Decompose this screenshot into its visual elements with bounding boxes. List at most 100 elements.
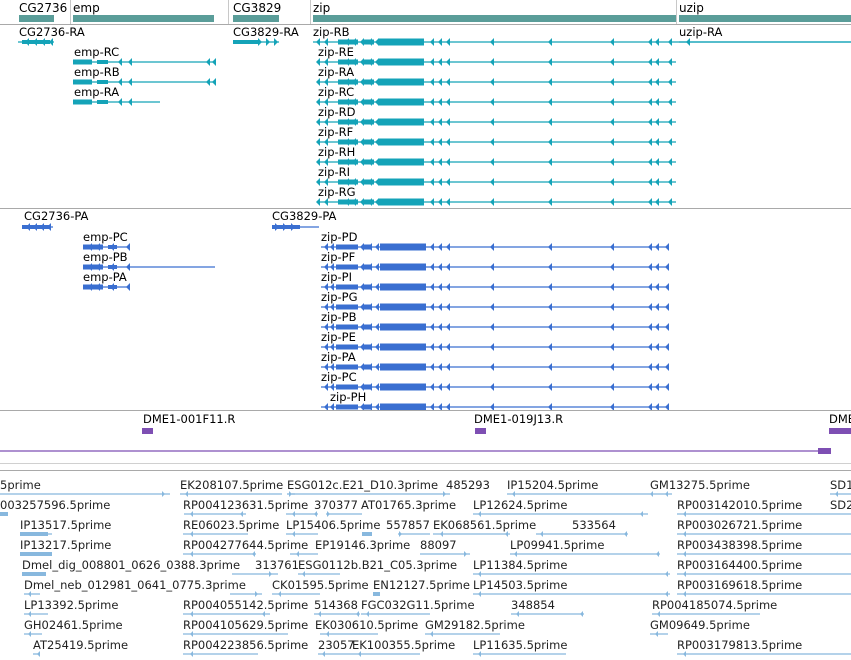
est-arrow[interactable] <box>505 531 508 537</box>
protein-zip-strand-arrow[interactable] <box>648 243 652 251</box>
transcript-label[interactable]: CG3829-RA <box>233 25 299 39</box>
protein-zip-exon[interactable] <box>336 364 358 370</box>
protein-zip-exon[interactable] <box>336 384 358 390</box>
protein-zip-strand-arrow[interactable] <box>368 343 372 351</box>
transcript-zip-strand-arrow[interactable] <box>655 118 659 126</box>
protein-zip-strand-arrow[interactable] <box>324 263 328 271</box>
est-arrow[interactable] <box>252 551 255 557</box>
transcript-zip-strand-arrow[interactable] <box>430 58 434 66</box>
protein-zip-strand-arrow[interactable] <box>438 403 442 411</box>
transcript-zip-strand-arrow[interactable] <box>352 38 356 46</box>
protein-zip-strand-arrow[interactable] <box>655 383 659 391</box>
est-label[interactable]: 23057 <box>318 638 355 652</box>
transcript-zip-strand-arrow[interactable] <box>668 78 672 86</box>
protein-zip-strand-arrow[interactable] <box>375 303 379 311</box>
transcript-emp-strand-arrow[interactable] <box>118 98 122 106</box>
protein-zip-strand-arrow[interactable] <box>375 323 379 331</box>
est-label[interactable]: AT25419.5prime <box>33 638 129 652</box>
protein-zip-strand-arrow[interactable] <box>665 363 669 371</box>
transcript-zip-strand-arrow[interactable] <box>548 198 552 206</box>
protein-zip-strand-arrow[interactable] <box>490 243 494 251</box>
protein-zip-strand-arrow[interactable] <box>665 243 669 251</box>
transcript-zip-strand-arrow[interactable] <box>610 38 614 46</box>
protein-cg3829-strand-arrow[interactable] <box>283 223 287 231</box>
transcript-zip-exon[interactable] <box>379 158 424 166</box>
protein-zip-exon[interactable] <box>336 344 358 350</box>
transcript-zip-strand-arrow[interactable] <box>490 178 494 186</box>
transcript-zip-strand-arrow[interactable] <box>345 158 349 166</box>
gene-label[interactable]: uzip <box>679 1 704 15</box>
transcript-zip-strand-arrow[interactable] <box>316 158 320 166</box>
protein-zip-strand-arrow[interactable] <box>360 303 364 311</box>
transcript-zip-strand-arrow[interactable] <box>368 118 372 126</box>
protein-zip-strand-arrow[interactable] <box>490 403 494 411</box>
protein-zip-strand-arrow[interactable] <box>665 263 669 271</box>
est-arrow[interactable] <box>37 651 40 657</box>
transcript-label[interactable]: zip-RI <box>318 165 351 179</box>
protein-zip-strand-arrow[interactable] <box>446 363 450 371</box>
est-arrow[interactable] <box>269 571 272 577</box>
transcript-zip-strand-arrow[interactable] <box>655 98 659 106</box>
protein-zip-strand-arrow[interactable] <box>430 263 434 271</box>
transcript-zip-strand-arrow[interactable] <box>316 58 320 66</box>
transcript-zip-strand-arrow[interactable] <box>360 178 364 186</box>
transcript-emp-exon[interactable] <box>97 80 108 84</box>
transcript-zip-strand-arrow[interactable] <box>368 138 372 146</box>
protein-zip-strand-arrow[interactable] <box>610 283 614 291</box>
est-arrow[interactable] <box>190 651 193 657</box>
est-arrow[interactable] <box>262 611 265 617</box>
transcript-zip-strand-arrow[interactable] <box>316 178 320 186</box>
est-arrow[interactable] <box>190 611 193 617</box>
est-label[interactable]: RP004277644.5prime <box>183 538 309 552</box>
est-label[interactable]: LP12624.5prime <box>473 498 568 512</box>
transcript-zip-strand-arrow[interactable] <box>375 58 379 66</box>
transcript-zip-strand-arrow[interactable] <box>430 118 434 126</box>
est-arrow[interactable] <box>655 631 658 637</box>
protein-zip-strand-arrow[interactable] <box>438 323 442 331</box>
transcript-zip-strand-arrow[interactable] <box>446 118 450 126</box>
protein-zip-strand-arrow[interactable] <box>430 303 434 311</box>
protein-zip-strand-arrow[interactable] <box>430 363 434 371</box>
transcript-zip-strand-arrow[interactable] <box>490 78 494 86</box>
est-label[interactable]: 370377 <box>314 498 358 512</box>
transcript-label[interactable]: zip-RG <box>318 185 356 199</box>
est-label[interactable]: CK01595.5prime <box>272 578 369 592</box>
protein-zip-strand-arrow[interactable] <box>360 403 364 411</box>
transcript-emp-exon[interactable] <box>73 79 92 85</box>
protein-zip-strand-arrow[interactable] <box>368 403 372 411</box>
transcript-zip-strand-arrow[interactable] <box>375 118 379 126</box>
est-label[interactable]: ESG012c.E21_D10.3prime <box>287 478 439 492</box>
protein-zip-strand-arrow[interactable] <box>330 283 334 291</box>
protein-zip-strand-arrow[interactable] <box>548 403 552 411</box>
transcript-zip-strand-arrow[interactable] <box>375 98 379 106</box>
protein-zip-strand-arrow[interactable] <box>330 263 334 271</box>
est-label[interactable]: Dmel_neb_012981_0641_0775.3prime <box>24 578 246 592</box>
transcript-zip-strand-arrow[interactable] <box>360 98 364 106</box>
transcript-zip-strand-arrow[interactable] <box>430 138 434 146</box>
est-label[interactable]: 557857 <box>386 518 430 532</box>
est-arrow[interactable] <box>318 611 321 617</box>
est-arrow[interactable] <box>366 611 369 617</box>
transcript-zip-strand-arrow[interactable] <box>610 158 614 166</box>
protein-emp-strand-arrow[interactable] <box>96 243 100 251</box>
protein-zip-strand-arrow[interactable] <box>375 403 379 411</box>
est-arrow[interactable] <box>443 491 446 497</box>
protein-zip-strand-arrow[interactable] <box>375 243 379 251</box>
transcript-zip-strand-arrow[interactable] <box>446 38 450 46</box>
transcript-zip-strand-arrow[interactable] <box>316 118 320 126</box>
transcript-zip-strand-arrow[interactable] <box>345 198 349 206</box>
transcript-emp-strand-arrow[interactable] <box>128 98 132 106</box>
transcript-zip-strand-arrow[interactable] <box>668 178 672 186</box>
est-label[interactable]: LP14503.5prime <box>473 578 568 592</box>
protein-zip-strand-arrow[interactable] <box>490 363 494 371</box>
est-label[interactable]: RP004105629.5prime <box>183 618 309 632</box>
est-arrow[interactable] <box>683 531 686 537</box>
transcript-zip-strand-arrow[interactable] <box>324 98 328 106</box>
gene-bar[interactable] <box>233 15 279 22</box>
protein-zip-strand-arrow[interactable] <box>648 283 652 291</box>
protein-zip-exon[interactable] <box>380 283 426 291</box>
transcript-zip-strand-arrow[interactable] <box>446 178 450 186</box>
protein-zip-strand-arrow[interactable] <box>438 343 442 351</box>
transcript-emp-strand-arrow[interactable] <box>212 58 216 66</box>
transcript-zip-strand-arrow[interactable] <box>430 38 434 46</box>
